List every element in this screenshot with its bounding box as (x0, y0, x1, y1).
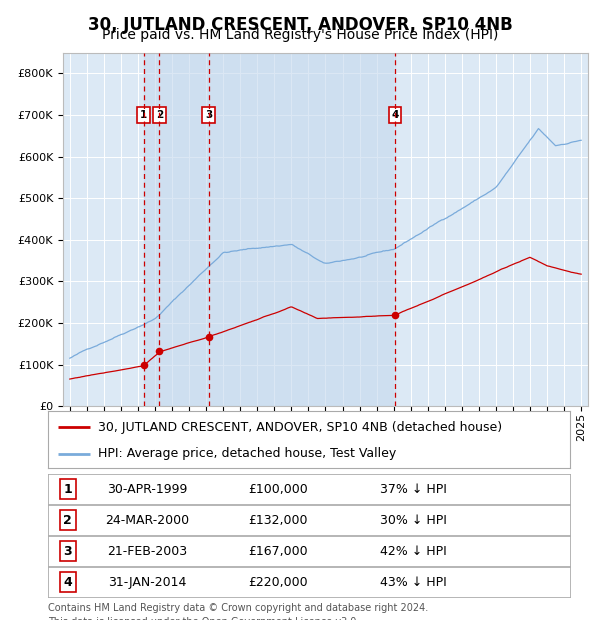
Text: Contains HM Land Registry data © Crown copyright and database right 2024.: Contains HM Land Registry data © Crown c… (48, 603, 428, 613)
Text: Price paid vs. HM Land Registry's House Price Index (HPI): Price paid vs. HM Land Registry's House … (102, 28, 498, 42)
Text: 30-APR-1999: 30-APR-1999 (107, 483, 187, 495)
Text: £167,000: £167,000 (248, 545, 307, 557)
Text: 4: 4 (391, 110, 399, 120)
Text: 1: 1 (64, 483, 72, 495)
Text: 31-JAN-2014: 31-JAN-2014 (108, 576, 187, 588)
Text: £100,000: £100,000 (248, 483, 308, 495)
Text: 2: 2 (155, 110, 163, 120)
Text: 43% ↓ HPI: 43% ↓ HPI (380, 576, 447, 588)
Text: HPI: Average price, detached house, Test Valley: HPI: Average price, detached house, Test… (98, 448, 396, 460)
Text: 3: 3 (64, 545, 72, 557)
Text: This data is licensed under the Open Government Licence v3.0.: This data is licensed under the Open Gov… (48, 617, 359, 620)
Text: 4: 4 (64, 576, 72, 588)
Text: £220,000: £220,000 (248, 576, 307, 588)
Text: 2: 2 (64, 514, 72, 526)
Bar (143, 53, 395, 406)
Text: 3: 3 (205, 110, 212, 120)
Text: 1: 1 (140, 110, 147, 120)
Text: 30, JUTLAND CRESCENT, ANDOVER, SP10 4NB (detached house): 30, JUTLAND CRESCENT, ANDOVER, SP10 4NB … (98, 420, 502, 433)
Text: 24-MAR-2000: 24-MAR-2000 (105, 514, 189, 526)
Text: £132,000: £132,000 (248, 514, 307, 526)
Text: 30, JUTLAND CRESCENT, ANDOVER, SP10 4NB: 30, JUTLAND CRESCENT, ANDOVER, SP10 4NB (88, 16, 512, 33)
Text: 37% ↓ HPI: 37% ↓ HPI (380, 483, 447, 495)
Text: 21-FEB-2003: 21-FEB-2003 (107, 545, 187, 557)
Text: 30% ↓ HPI: 30% ↓ HPI (380, 514, 447, 526)
Text: 42% ↓ HPI: 42% ↓ HPI (380, 545, 447, 557)
